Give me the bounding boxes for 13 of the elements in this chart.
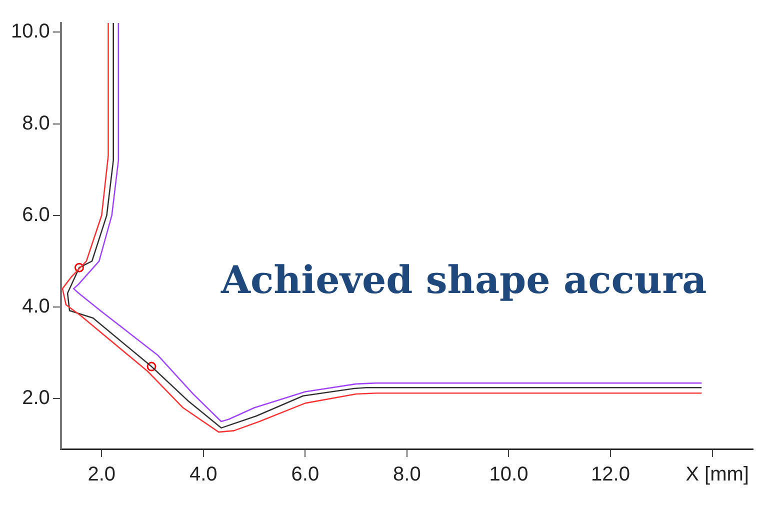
y-tick-label: 8.0 [22, 112, 50, 134]
y-tick-label: 10.0 [10, 20, 50, 43]
x-tick-label: 10.0 [489, 464, 528, 486]
x-tick-label: 8.0 [393, 464, 421, 486]
x-tick-label: 12.0 [591, 464, 630, 486]
y-tick-label: 2.0 [22, 387, 50, 410]
x-axis-title: X [mm] [686, 464, 749, 486]
x-tick-label: 2.0 [88, 464, 116, 486]
y-tick-label: 6.0 [22, 204, 50, 226]
y-tick-label: 4.0 [22, 296, 50, 318]
annotation: Achieved shape accura [220, 257, 707, 302]
x-tick-label: 6.0 [291, 464, 320, 486]
x-tick-label: 4.0 [190, 464, 218, 486]
